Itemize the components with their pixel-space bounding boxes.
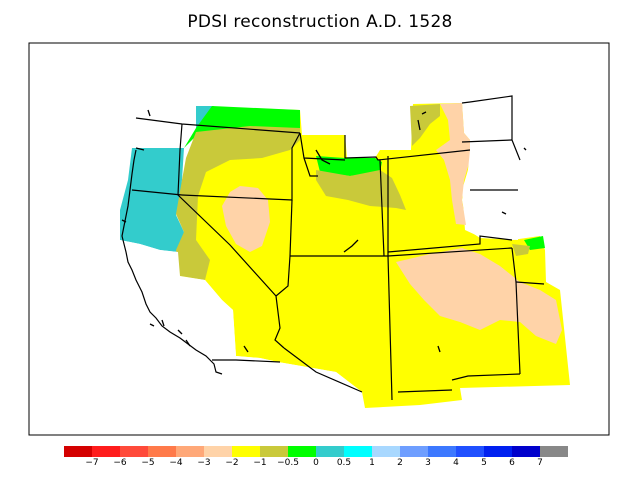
ocean-mask — [110, 240, 362, 420]
legend-swatch — [232, 446, 260, 457]
state-boundaries — [131, 95, 545, 401]
legend-swatch — [512, 446, 540, 457]
legend-swatch — [400, 446, 428, 457]
pdsi-olive-northeast-region — [410, 104, 440, 146]
pdsi-teal-coast-region — [120, 148, 184, 252]
legend-tick-label: 5 — [481, 458, 487, 468]
legend-tick-label: −7 — [85, 458, 99, 468]
legend-tick-label: 7 — [537, 458, 543, 468]
legend-swatch — [456, 446, 484, 457]
legend-tick-label: −2 — [225, 458, 239, 468]
legend-tick-label: −3 — [197, 458, 211, 468]
legend-swatch — [148, 446, 176, 457]
legend-tick-label: −5 — [141, 458, 155, 468]
legend-tick-label: −1 — [253, 458, 267, 468]
pdsi-olive-northwest-region — [176, 126, 300, 280]
legend-swatch — [176, 446, 204, 457]
legend-swatch — [540, 446, 568, 457]
coastline — [121, 149, 223, 375]
pdsi-olive-wyoming-region — [316, 170, 406, 210]
legend-tick-label: −4 — [169, 458, 183, 468]
legend-swatch — [428, 446, 456, 457]
legend-tick-label: 6 — [509, 458, 515, 468]
legend-color-bar — [64, 446, 568, 457]
pdsi-peach-nevada-region — [222, 186, 270, 252]
map-title: PDSI reconstruction A.D. 1528 — [187, 12, 453, 32]
legend-swatch — [260, 446, 288, 457]
legend-swatch — [204, 446, 232, 457]
legend-swatch — [288, 446, 316, 457]
lakes — [121, 109, 527, 353]
legend-swatch — [64, 446, 92, 457]
legend-swatch — [316, 446, 344, 457]
legend-tick-label: −0.5 — [277, 458, 299, 468]
legend-swatch — [120, 446, 148, 457]
legend-labels: −7 −6 −5 −4 −3 −2 −1 −0.5 0 0.5 1 2 3 4 5 6 7 — [0, 458, 640, 472]
legend-swatch — [344, 446, 372, 457]
legend-tick-label: −6 — [113, 458, 127, 468]
legend-swatch — [372, 446, 400, 457]
pdsi-green-central-region — [316, 156, 382, 176]
legend-tick-label: 4 — [453, 458, 459, 468]
legend-tick-label: 2 — [397, 458, 403, 468]
pdsi-olive-east-patch — [512, 244, 530, 256]
legend-tick-label: 0 — [313, 458, 319, 468]
legend-tick-label: 0.5 — [336, 458, 352, 468]
legend-swatch — [484, 446, 512, 457]
legend-swatch — [92, 446, 120, 457]
pdsi-peach-southeast-region — [396, 248, 562, 344]
legend-tick-label: 1 — [369, 458, 375, 468]
legend-tick-label: 3 — [425, 458, 431, 468]
pdsi-peach-northeast-region — [436, 103, 470, 225]
